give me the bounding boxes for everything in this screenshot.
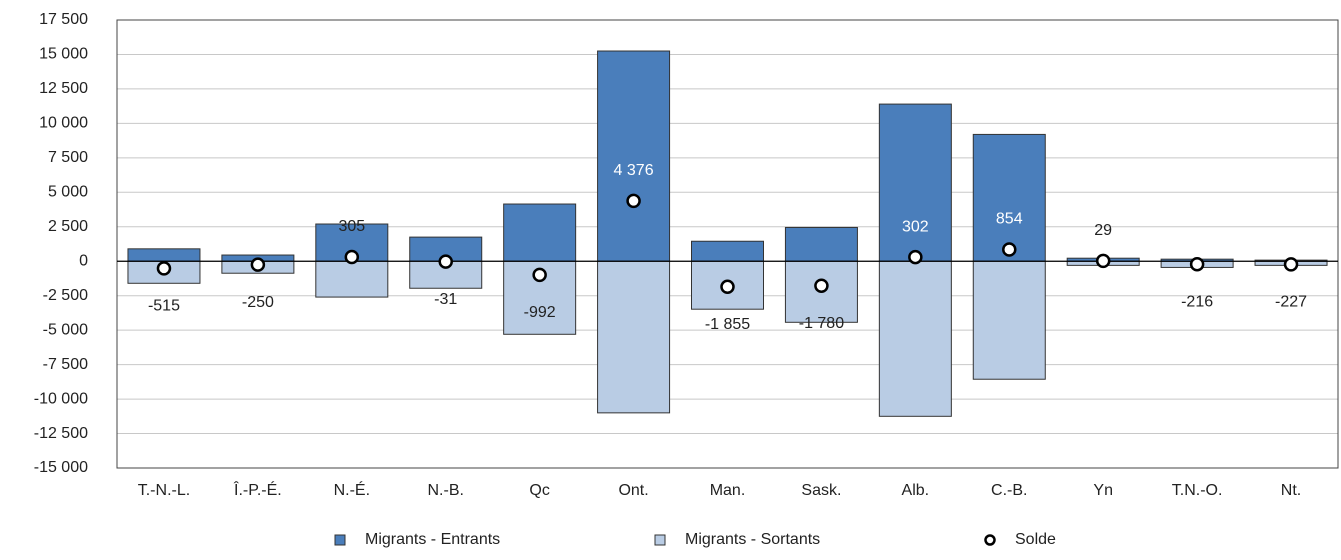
y-tick-label: -7 500 [43,356,88,373]
solde-point [438,254,453,269]
bar [315,260,389,298]
solde-point [720,279,735,295]
x-tick-label: Alb. [902,482,930,499]
y-tick-label: 15 000 [39,46,88,63]
data-label: -227 [1275,294,1307,311]
bar [878,103,952,262]
data-label: 4 376 [614,162,654,179]
data-label: -515 [148,298,180,315]
y-tick-label: -10 000 [34,390,88,407]
bar [597,260,671,414]
solde-point [1283,257,1299,272]
data-label: -250 [242,294,274,311]
data-label: 302 [902,218,929,235]
y-tick-label: 2 500 [48,218,88,235]
y-tick-label: 5 000 [48,184,88,201]
x-tick-label: Î.-P.-É. [233,480,282,499]
solde-point [532,267,547,283]
solde-point [1002,242,1017,257]
solde-point [250,257,266,272]
x-tick-label: C.-B. [991,482,1027,499]
y-tick-label: -2 500 [43,287,88,304]
bar [972,260,1046,380]
data-label: 29 [1094,222,1112,239]
x-tick-label: Yn [1093,482,1113,499]
plot-frame [116,19,1339,469]
solde-point [814,278,829,294]
bar [127,248,201,262]
y-tick-label: 17 500 [39,11,88,28]
data-label: -31 [434,291,457,308]
x-tick-label: Sask. [801,482,841,499]
legend-swatch [654,534,666,546]
legend-swatch [984,534,996,546]
x-tick-label: T.-N.-L. [138,482,190,499]
solde-point [1189,256,1205,272]
x-tick-label: T.N.-O. [1172,482,1223,499]
data-label: -992 [524,304,556,321]
data-label: -1 780 [799,315,844,332]
bar [597,50,671,262]
bar [784,226,858,262]
y-tick-label: 10 000 [39,115,88,132]
y-tick-label: 7 500 [48,149,88,166]
solde-point [344,249,360,265]
solde-point [1095,253,1111,269]
solde-point [908,249,923,265]
x-tick-label: Ont. [618,482,648,499]
bar [972,133,1046,262]
bar [503,203,577,262]
legend-swatch [334,534,346,546]
legend-label: Migrants - Sortants [685,531,820,548]
x-tick-label: N.-B. [428,482,464,499]
data-label: -216 [1181,293,1213,310]
legend-label: Migrants - Entrants [365,531,500,548]
x-tick-label: N.-É. [334,480,370,499]
data-label: -1 855 [705,316,750,333]
y-tick-label: 12 500 [39,80,88,97]
y-tick-label: -15 000 [34,459,88,476]
x-tick-label: Man. [710,482,746,499]
bar [691,240,764,262]
x-tick-label: Nt. [1281,482,1301,499]
bar [878,260,952,417]
solde-point [626,193,641,209]
solde-point [156,261,172,276]
y-tick-label: 0 [79,252,88,269]
y-tick-label: -12 500 [34,425,88,442]
data-label: 854 [996,211,1023,228]
data-label: 305 [338,218,365,235]
legend-label: Solde [1015,531,1056,548]
x-tick-label: Qc [529,482,549,499]
y-tick-label: -5 000 [43,321,88,338]
